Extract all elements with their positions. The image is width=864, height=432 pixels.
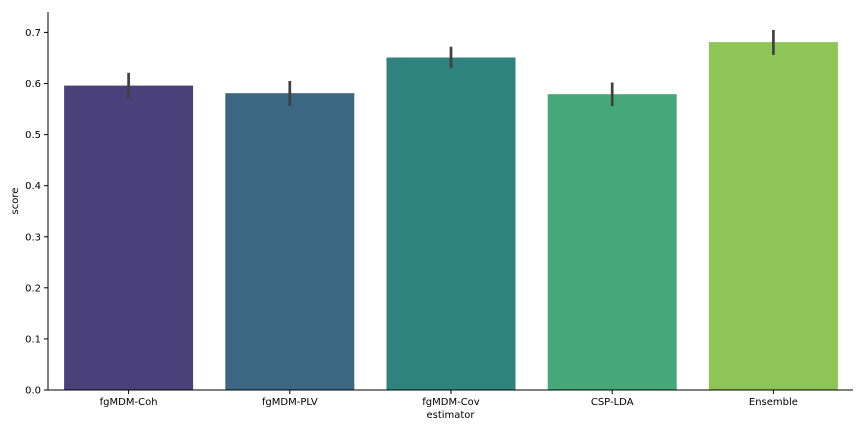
y-tick-label: 0.1 (25, 334, 41, 345)
bar-fgmdm-coh (64, 85, 194, 390)
x-tick-label: fgMDM-Cov (422, 397, 480, 408)
x-tick-label: CSP-LDA (591, 397, 634, 408)
y-tick-label: 0.7 (25, 28, 41, 39)
y-tick-label: 0.3 (25, 232, 41, 243)
bar-ensemble (708, 42, 838, 390)
y-tick-label: 0.4 (25, 181, 41, 192)
bar-fgmdm-cov (386, 57, 516, 390)
x-tick-label: fgMDM-PLV (262, 397, 318, 408)
bar-csp-lda (547, 94, 677, 390)
y-tick-label: 0.6 (25, 79, 41, 90)
x-ticks-group: fgMDM-Coh fgMDM-PLV fgMDM-Cov CSP-LDA Ensemb… (100, 390, 798, 408)
y-tick-label: 0.0 (25, 386, 41, 397)
error-bars-group (127, 29, 775, 106)
x-tick-label: fgMDM-Coh (100, 397, 158, 408)
bar-fgmdm-plv (225, 93, 355, 390)
y-axis-label: score (10, 188, 21, 215)
x-axis-label: estimator (426, 410, 475, 421)
y-ticks-group: 0.0 0.1 0.2 0.3 0.4 0.5 0.6 0.7 (25, 28, 48, 397)
x-tick-label: Ensemble (749, 397, 798, 408)
y-tick-label: 0.5 (25, 130, 41, 141)
bars-group (64, 42, 838, 390)
y-tick-label: 0.2 (25, 283, 41, 294)
